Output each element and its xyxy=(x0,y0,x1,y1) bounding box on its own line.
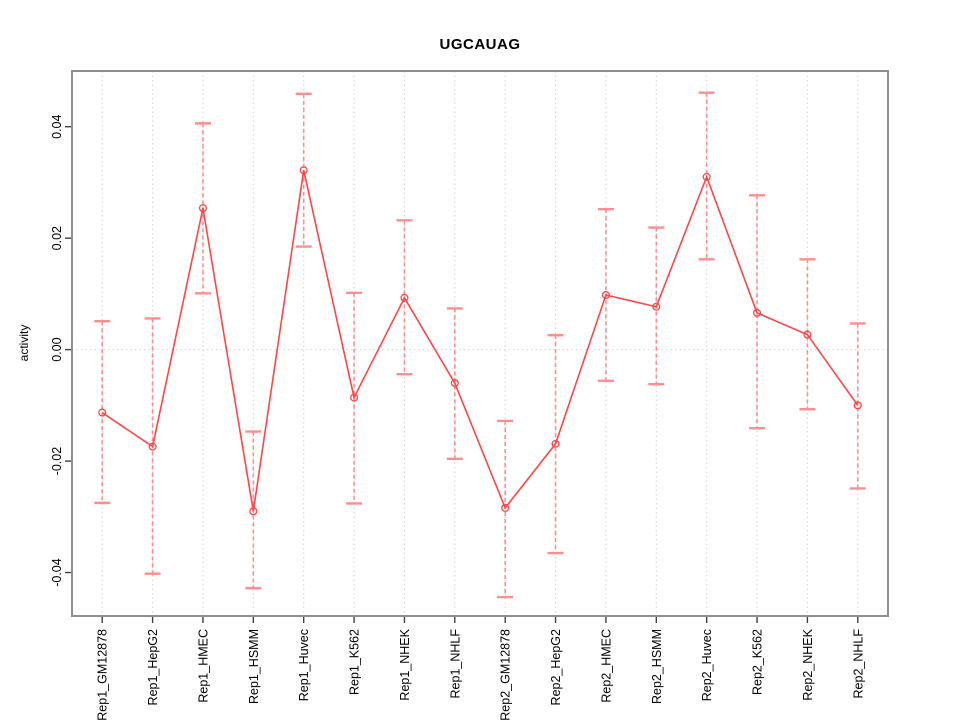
data-point xyxy=(450,379,459,388)
data-point xyxy=(752,308,762,317)
error-bar xyxy=(497,419,514,599)
data-point xyxy=(350,393,359,402)
data-point xyxy=(551,439,560,448)
data-point xyxy=(148,442,157,451)
x-tick-label: Rep1_NHEK xyxy=(398,628,412,700)
x-tick-label: Rep2_HepG2 xyxy=(549,629,563,705)
axis-layer: -0.04 -0.02 0.00 0.02 0.04 Rep1_GM12878 Rep1_H… xyxy=(50,115,865,720)
x-tick-label: Rep2_NHLF xyxy=(851,629,865,699)
data-point xyxy=(249,507,258,516)
error-bar xyxy=(749,194,766,430)
chart-title: UGCAUAG xyxy=(439,36,521,53)
series-line xyxy=(101,170,859,512)
grid-layer xyxy=(72,71,888,616)
series-layer xyxy=(94,91,866,599)
y-axis-label: activity xyxy=(17,325,31,362)
data-point xyxy=(652,302,661,311)
data-point xyxy=(501,503,510,512)
x-tick-label: Rep1_GM12878 xyxy=(96,629,110,720)
x-tick-label: Rep1_HepG2 xyxy=(146,629,160,705)
data-point xyxy=(853,401,862,410)
x-tick-label: Rep1_HSMM xyxy=(247,629,261,704)
x-tick-label: Rep1_HMEC xyxy=(196,629,210,703)
error-bar xyxy=(295,92,312,248)
plot-box xyxy=(71,70,889,617)
data-point xyxy=(803,330,812,339)
x-tick-label: Rep2_K562 xyxy=(751,629,765,695)
error-bar xyxy=(849,322,866,490)
y-tick-label: 0.00 xyxy=(50,337,64,361)
data-point xyxy=(299,166,308,175)
x-tick-label: Rep1_NHLF xyxy=(448,629,462,699)
data-point xyxy=(98,408,107,417)
x-tick-label: Rep2_HMEC xyxy=(599,629,613,703)
error-bar xyxy=(446,307,463,461)
y-tick-label: -0.04 xyxy=(50,558,64,587)
error-bar xyxy=(94,320,111,505)
y-tick-label: 0.04 xyxy=(50,115,64,139)
x-tick-label: Rep1_Huvec xyxy=(297,629,311,701)
y-tick-label: -0.02 xyxy=(50,447,64,476)
x-tick-label: Rep2_GM12878 xyxy=(499,629,513,720)
error-bar xyxy=(698,91,715,261)
box-layer xyxy=(71,70,889,617)
x-tick-label: Rep2_NHEK xyxy=(801,628,815,700)
data-point xyxy=(601,290,610,300)
error-bar xyxy=(799,258,816,411)
x-tick-label: Rep2_HSMM xyxy=(650,629,664,704)
data-point xyxy=(198,204,208,213)
x-tick-label: Rep2_Huvec xyxy=(700,629,714,701)
data-point xyxy=(702,172,711,181)
x-tick-label: Rep1_K562 xyxy=(348,629,362,695)
error-bar xyxy=(396,219,413,376)
y-tick-label: 0.02 xyxy=(50,226,64,250)
data-point xyxy=(400,293,409,302)
